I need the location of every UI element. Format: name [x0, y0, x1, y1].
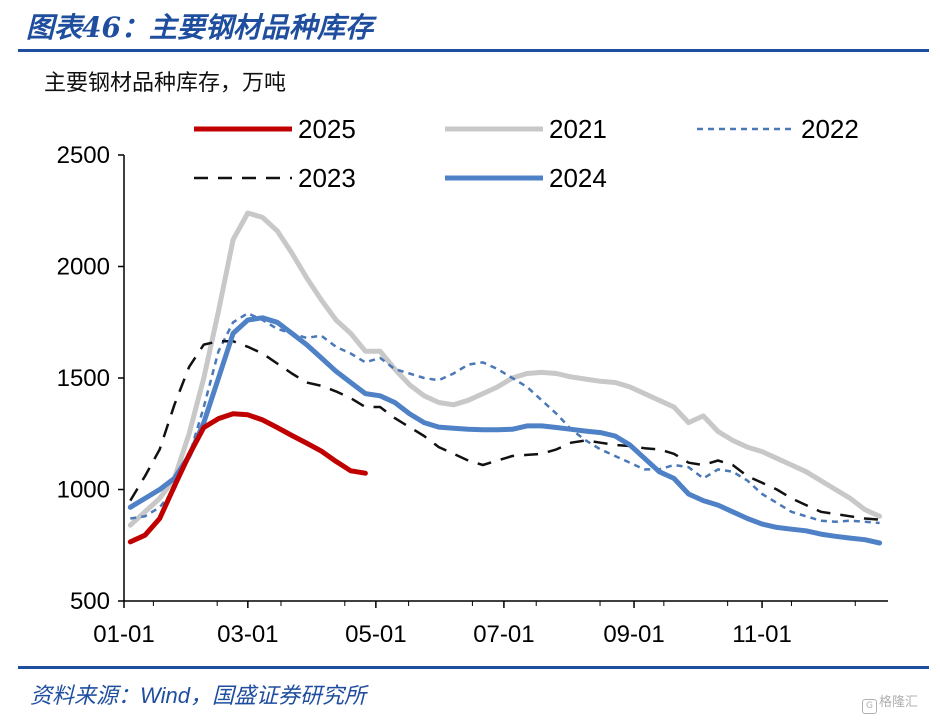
chart-title: 图表46：主要钢材品种库存	[26, 11, 373, 44]
y-tick-label: 2500	[57, 142, 110, 169]
watermark-text: 格隆汇	[879, 695, 919, 710]
legend-label-2021: 2021	[549, 114, 607, 144]
source-prefix: 资料来源：	[30, 684, 141, 709]
series-line-2023	[129, 339, 880, 521]
stock-line-chart: 主要钢材品种库存，万吨 2025 2021 2022 2023 2024 500 1000…	[44, 71, 888, 648]
legend-label-2025: 2025	[298, 114, 356, 144]
legend: 2025 2021 2022 2023 2024	[194, 114, 859, 193]
watermark: G 格隆汇	[862, 691, 918, 714]
series-line-2022	[130, 312, 880, 525]
x-tick-label: 01-01	[93, 621, 154, 648]
y-tick-label: 1000	[57, 477, 110, 504]
series-line-2021	[127, 210, 883, 528]
watermark-logo-icon: G	[862, 699, 877, 714]
x-tick-label: 07-01	[473, 621, 534, 648]
source-divider	[18, 666, 929, 669]
legend-label-2022: 2022	[801, 114, 859, 144]
source-wind: Wind	[140, 683, 190, 708]
legend-label-2023: 2023	[298, 163, 356, 193]
legend-label-2024: 2024	[549, 163, 607, 193]
y-tick-label: 2000	[57, 254, 110, 281]
y-tick-label: 1500	[57, 365, 110, 392]
title-divider	[18, 49, 929, 52]
x-tick-label: 09-01	[603, 621, 664, 648]
series-line-2025	[127, 411, 368, 545]
source-suffix: ，国盛证券研究所	[189, 684, 366, 709]
series-line-2024	[127, 315, 883, 546]
x-tick-label: 03-01	[217, 621, 278, 648]
axes: 500 1000 1500 2000 2500 01-01 03-01 05-01 07-01 0…	[57, 142, 888, 648]
x-tick-label: 05-01	[345, 621, 406, 648]
series-lines	[127, 210, 883, 546]
x-tick-label: 11-01	[732, 621, 792, 648]
y-tick-label: 500	[70, 588, 110, 615]
source-note: 资料来源：Wind，国盛证券研究所	[30, 678, 366, 710]
y-axis-label: 主要钢材品种库存，万吨	[44, 71, 286, 96]
